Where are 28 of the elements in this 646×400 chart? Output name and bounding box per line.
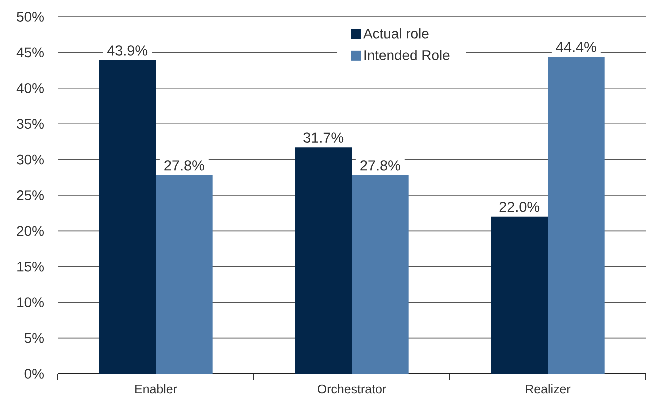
data-label: 27.8% <box>164 160 204 171</box>
y-tick-label: 50% <box>17 12 44 22</box>
bar <box>352 176 409 374</box>
data-label: 31.7% <box>304 132 344 143</box>
x-tick-label: Orchestrator <box>318 384 386 394</box>
legend-label: Actual role <box>364 28 429 39</box>
y-tick-label: 45% <box>16 48 44 58</box>
legend-label: Intended Role <box>364 50 450 60</box>
y-tick-label: 5% <box>24 333 44 344</box>
y-tick-label: 35% <box>17 119 44 130</box>
x-tick-label: Realizer <box>526 384 571 394</box>
bar <box>491 216 548 374</box>
y-tick-label: 20% <box>17 226 44 236</box>
data-label: 22.0% <box>500 202 540 212</box>
bar <box>548 56 605 374</box>
y-tick-label: 10% <box>18 298 44 308</box>
y-tick-label: 15% <box>18 262 44 272</box>
y-tick-label: 25% <box>17 190 44 200</box>
bar <box>295 148 352 374</box>
data-label: 27.8% <box>360 160 400 171</box>
y-tick-label: 0% <box>24 369 44 379</box>
bar <box>156 176 213 374</box>
bar <box>99 60 156 374</box>
data-label: 43.9% <box>107 46 148 56</box>
y-tick-label: 40% <box>16 83 44 94</box>
y-tick-label: 30% <box>17 154 44 165</box>
data-label: 44.4% <box>556 42 596 52</box>
x-tick-label: Enabler <box>136 384 178 394</box>
